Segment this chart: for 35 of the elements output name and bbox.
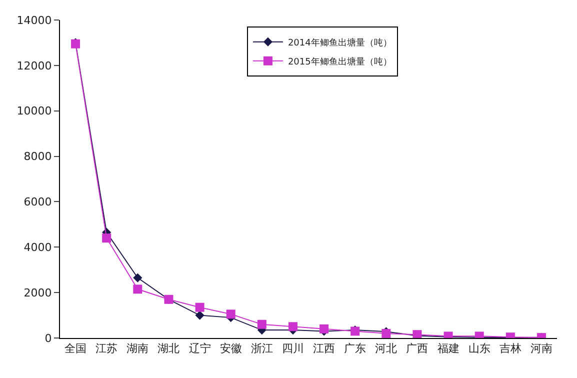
point (320, 324, 329, 334)
x-tick-label: 江西 (313, 342, 336, 356)
point (133, 273, 142, 282)
point (102, 234, 112, 243)
x-tick-label: 湖北 (158, 342, 180, 356)
y-tick-label: 6000 (24, 196, 52, 209)
y-tick-label: 0 (44, 332, 52, 345)
legend-label: 2015年鲫鱼出塘量（吨） (288, 56, 392, 68)
legend-label: 2014年鲫鱼出塘量（吨） (288, 37, 392, 48)
x-tick-label: 全国 (64, 342, 87, 356)
point (195, 302, 204, 312)
x-tick-label: 福建 (437, 342, 460, 356)
x-tick-label: 吉林 (499, 342, 522, 356)
x-tick-label: 湖南 (126, 342, 149, 356)
point (288, 322, 298, 332)
y-tick-label: 2000 (24, 286, 52, 300)
y-tick-label: 14000 (16, 14, 52, 27)
x-tick-label: 辽宁 (188, 342, 211, 356)
point (226, 310, 236, 319)
point (195, 310, 204, 320)
point (257, 320, 266, 329)
y-tick-label: 4000 (24, 240, 52, 254)
point (133, 284, 142, 294)
x-tick-label: 山东 (468, 342, 490, 356)
y-tick-label: 10000 (16, 104, 52, 118)
x-tick-label: 四川 (282, 342, 304, 356)
x-tick-label: 浙江 (250, 342, 273, 356)
y-tick-label: 12000 (16, 59, 52, 72)
y-tick-label: 8000 (24, 150, 52, 164)
x-tick-label: 江苏 (96, 342, 118, 356)
x-tick-label: 广东 (344, 342, 366, 356)
x-tick-label: 安徽 (220, 342, 242, 356)
x-tick-label: 河北 (375, 342, 398, 356)
x-tick-label: 河南 (530, 342, 552, 356)
x-tick-label: 广西 (406, 342, 428, 356)
